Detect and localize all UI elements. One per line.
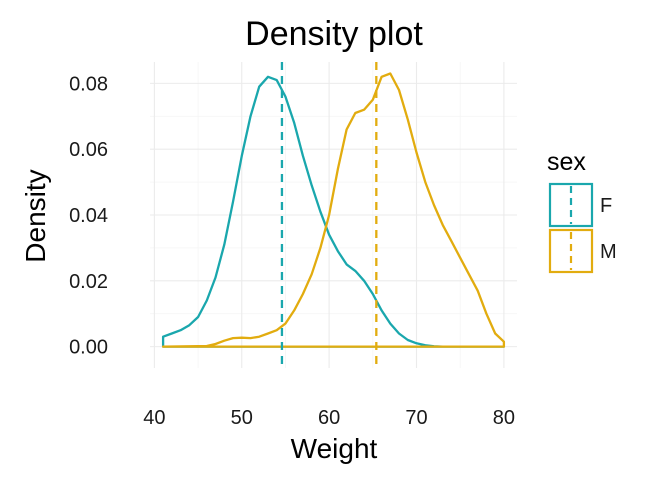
y-tick-label: 0.04: [69, 205, 108, 227]
density-line-m: [161, 72, 506, 348]
y-tick-label: 0.00: [69, 337, 108, 359]
x-axis-title: Weight: [291, 433, 378, 464]
legend-item-m: M: [548, 228, 617, 274]
series-layer: [161, 72, 506, 348]
x-tick-label: 60: [318, 407, 340, 429]
legend-title: sex: [547, 148, 586, 176]
y-tick-label: 0.02: [69, 271, 108, 293]
x-tick-label: 40: [143, 407, 165, 429]
x-axis-ticks: 40 50 60 70 80: [143, 407, 515, 429]
legend-label-m: M: [600, 241, 617, 263]
grid-minor: [150, 62, 517, 368]
x-tick-label: 50: [231, 407, 253, 429]
y-tick-label: 0.08: [69, 73, 108, 95]
legend-item-f: F: [548, 182, 612, 228]
chart-title: Density plot: [245, 15, 423, 53]
plot-panel: [150, 62, 517, 368]
x-tick-label: 70: [405, 407, 427, 429]
x-tick-label: 80: [493, 407, 515, 429]
y-axis-ticks: 0.00 0.02 0.04 0.06 0.08: [69, 73, 108, 358]
legend-keys: FM: [548, 182, 617, 274]
y-tick-label: 0.06: [69, 139, 108, 161]
grid-major: [150, 62, 517, 368]
mean-lines: [280, 62, 378, 368]
density-line-f: [161, 75, 506, 348]
legend: sex FM: [547, 148, 617, 274]
y-axis-title: Density: [20, 169, 51, 262]
legend-label-f: F: [600, 195, 612, 217]
